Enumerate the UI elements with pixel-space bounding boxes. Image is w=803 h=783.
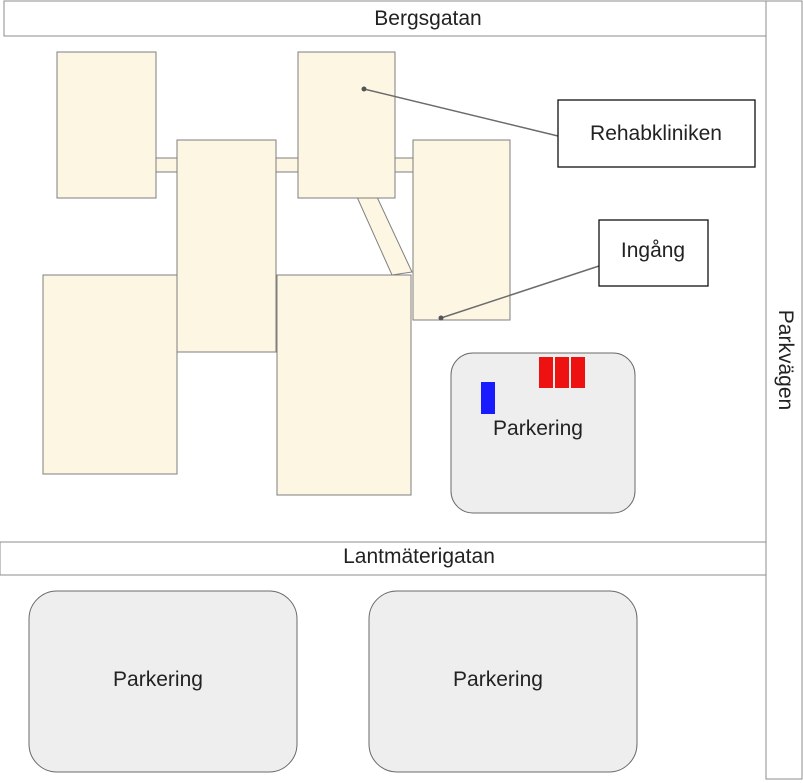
road-bergsgatan <box>3 0 767 37</box>
callout-leader-clinic <box>363 88 559 137</box>
parking-lot-2 <box>28 590 298 773</box>
parking-label-2: Parkering <box>113 668 203 691</box>
building-d <box>276 274 412 496</box>
building-connector <box>275 157 299 173</box>
callout-box-entrance <box>598 219 709 287</box>
parking-label-3: Parkering <box>453 668 543 691</box>
reserved-parking-spot <box>571 357 585 388</box>
accessible-parking-spot <box>481 382 495 414</box>
callout-label-entrance: Ingång <box>621 239 685 262</box>
reserved-parking-spot <box>555 357 569 388</box>
building-a <box>56 51 157 199</box>
building-connector <box>394 157 414 173</box>
parking-label-1: Parkering <box>493 417 583 440</box>
street-label-parkvagen: Parkvägen <box>774 310 797 410</box>
building-entrance <box>412 139 511 321</box>
parking-lot-3 <box>368 590 638 773</box>
reserved-parking-spot <box>539 357 553 388</box>
callout-dot-entrance <box>438 315 444 321</box>
callout-dot-clinic <box>361 86 367 92</box>
parking-lot-1 <box>450 352 636 514</box>
building-connector <box>155 157 178 173</box>
road-lantmaterigatan <box>0 541 767 576</box>
building-c <box>42 274 178 475</box>
callout-label-clinic: Rehabkliniken <box>590 122 722 145</box>
callout-box-clinic <box>557 99 756 168</box>
street-label-lantmaterigatan: Lantmäterigatan <box>343 545 495 568</box>
building-rehabkliniken <box>297 51 396 199</box>
road-parkvagen <box>765 0 803 780</box>
street-label-bergsgatan: Bergsgatan <box>374 7 481 30</box>
callout-leader-entrance <box>440 265 600 319</box>
building-connector-diagonal <box>356 196 413 276</box>
building-b <box>176 139 277 353</box>
